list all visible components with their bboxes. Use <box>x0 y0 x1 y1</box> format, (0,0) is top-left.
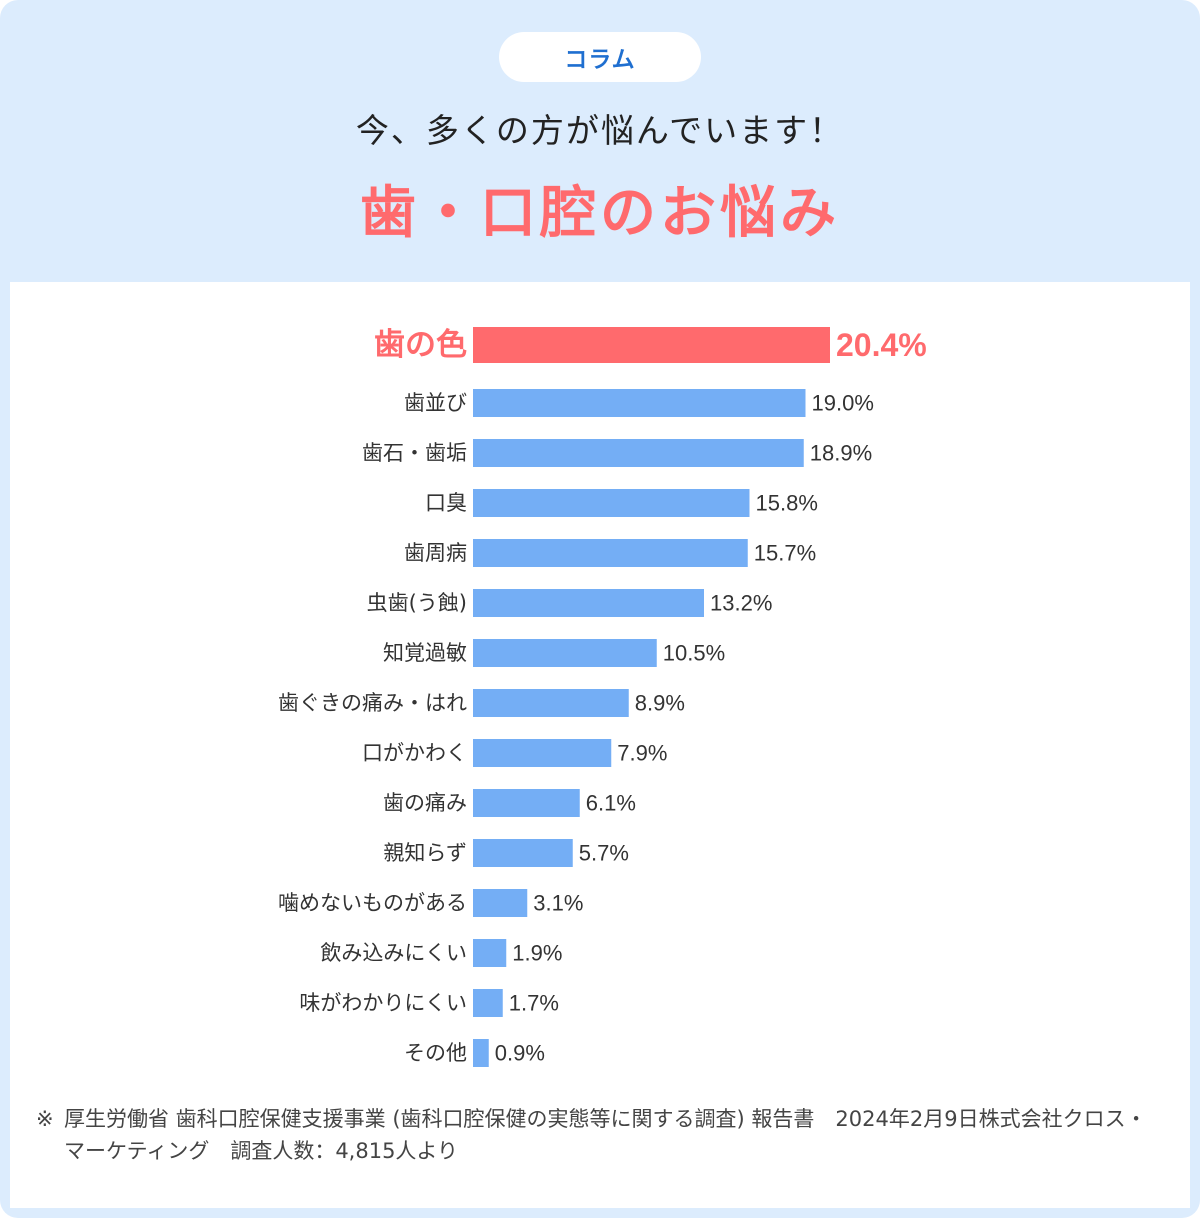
value-label-12: 1.9% <box>512 941 562 966</box>
bar-11 <box>473 889 528 917</box>
bar-chart: 歯の色 20.4% 歯並び 19.0% 歯石・歯垢 18.9% 口臭 15.8% 歯周病 15.7… <box>278 327 927 1067</box>
value-label-10: 5.7% <box>579 841 629 866</box>
bar-6 <box>473 639 657 667</box>
value-label-14: 0.9% <box>495 1041 545 1066</box>
chart-panel: 歯の色 20.4% 歯並び 19.0% 歯石・歯垢 18.9% 口臭 15.8% 歯周病 15.7… <box>10 282 1190 1208</box>
bar-4 <box>473 539 748 567</box>
value-label-1: 19.0% <box>812 391 874 416</box>
category-label-5: 虫歯(う蝕) <box>367 591 467 615</box>
category-label-8: 口がかわく <box>362 741 467 765</box>
category-label-6: 知覚過敏 <box>383 641 467 665</box>
value-label-8: 7.9% <box>617 741 667 766</box>
bar-8 <box>473 739 612 767</box>
page-subtitle: 今、多くの方が悩んでいます！ <box>355 111 845 150</box>
category-label-9: 歯の痛み <box>383 791 467 815</box>
bar-0 <box>473 327 830 363</box>
bar-3 <box>473 489 750 517</box>
bar-12 <box>473 939 507 967</box>
bar-1 <box>473 389 806 417</box>
footnote-text: 厚生労働省 歯科口腔保健支援事業 (歯科口腔保健の実態等に関する調査) 報告書 … <box>64 1107 1147 1163</box>
column-badge: コラム <box>499 32 701 82</box>
category-label-0: 歯の色 <box>374 327 467 363</box>
bar-10 <box>473 839 573 867</box>
bar-14 <box>473 1039 489 1067</box>
category-label-3: 口臭 <box>425 491 467 515</box>
category-label-14: その他 <box>404 1041 467 1065</box>
category-label-4: 歯周病 <box>404 541 467 565</box>
bar-2 <box>473 439 804 467</box>
bar-5 <box>473 589 704 617</box>
bar-7 <box>473 689 629 717</box>
category-label-1: 歯並び <box>404 391 467 415</box>
value-label-9: 6.1% <box>586 791 636 816</box>
value-label-5: 13.2% <box>710 591 772 616</box>
value-label-13: 1.7% <box>509 991 559 1016</box>
category-label-10: 親知らず <box>383 841 467 865</box>
category-label-2: 歯石・歯垢 <box>362 441 467 465</box>
value-label-4: 15.7% <box>754 541 816 566</box>
value-label-6: 10.5% <box>663 641 725 666</box>
category-label-11: 噛めないものがある <box>278 891 467 915</box>
value-label-11: 3.1% <box>533 891 583 916</box>
value-label-0: 20.4% <box>836 327 927 363</box>
footnote: ※ 厚生労働省 歯科口腔保健支援事業 (歯科口腔保健の実態等に関する調査) 報告… <box>36 1103 1166 1167</box>
category-label-7: 歯ぐきの痛み・はれ <box>278 691 467 715</box>
value-label-2: 18.9% <box>810 441 872 466</box>
bar-9 <box>473 789 580 817</box>
category-label-13: 味がわかりにくい <box>299 991 467 1015</box>
value-label-7: 8.9% <box>635 691 685 716</box>
footnote-mark: ※ <box>36 1107 54 1131</box>
page-title: 歯・口腔のお悩み <box>360 181 840 246</box>
bar-13 <box>473 989 503 1017</box>
value-label-3: 15.8% <box>756 491 818 516</box>
category-label-12: 飲み込みにくい <box>320 941 467 965</box>
